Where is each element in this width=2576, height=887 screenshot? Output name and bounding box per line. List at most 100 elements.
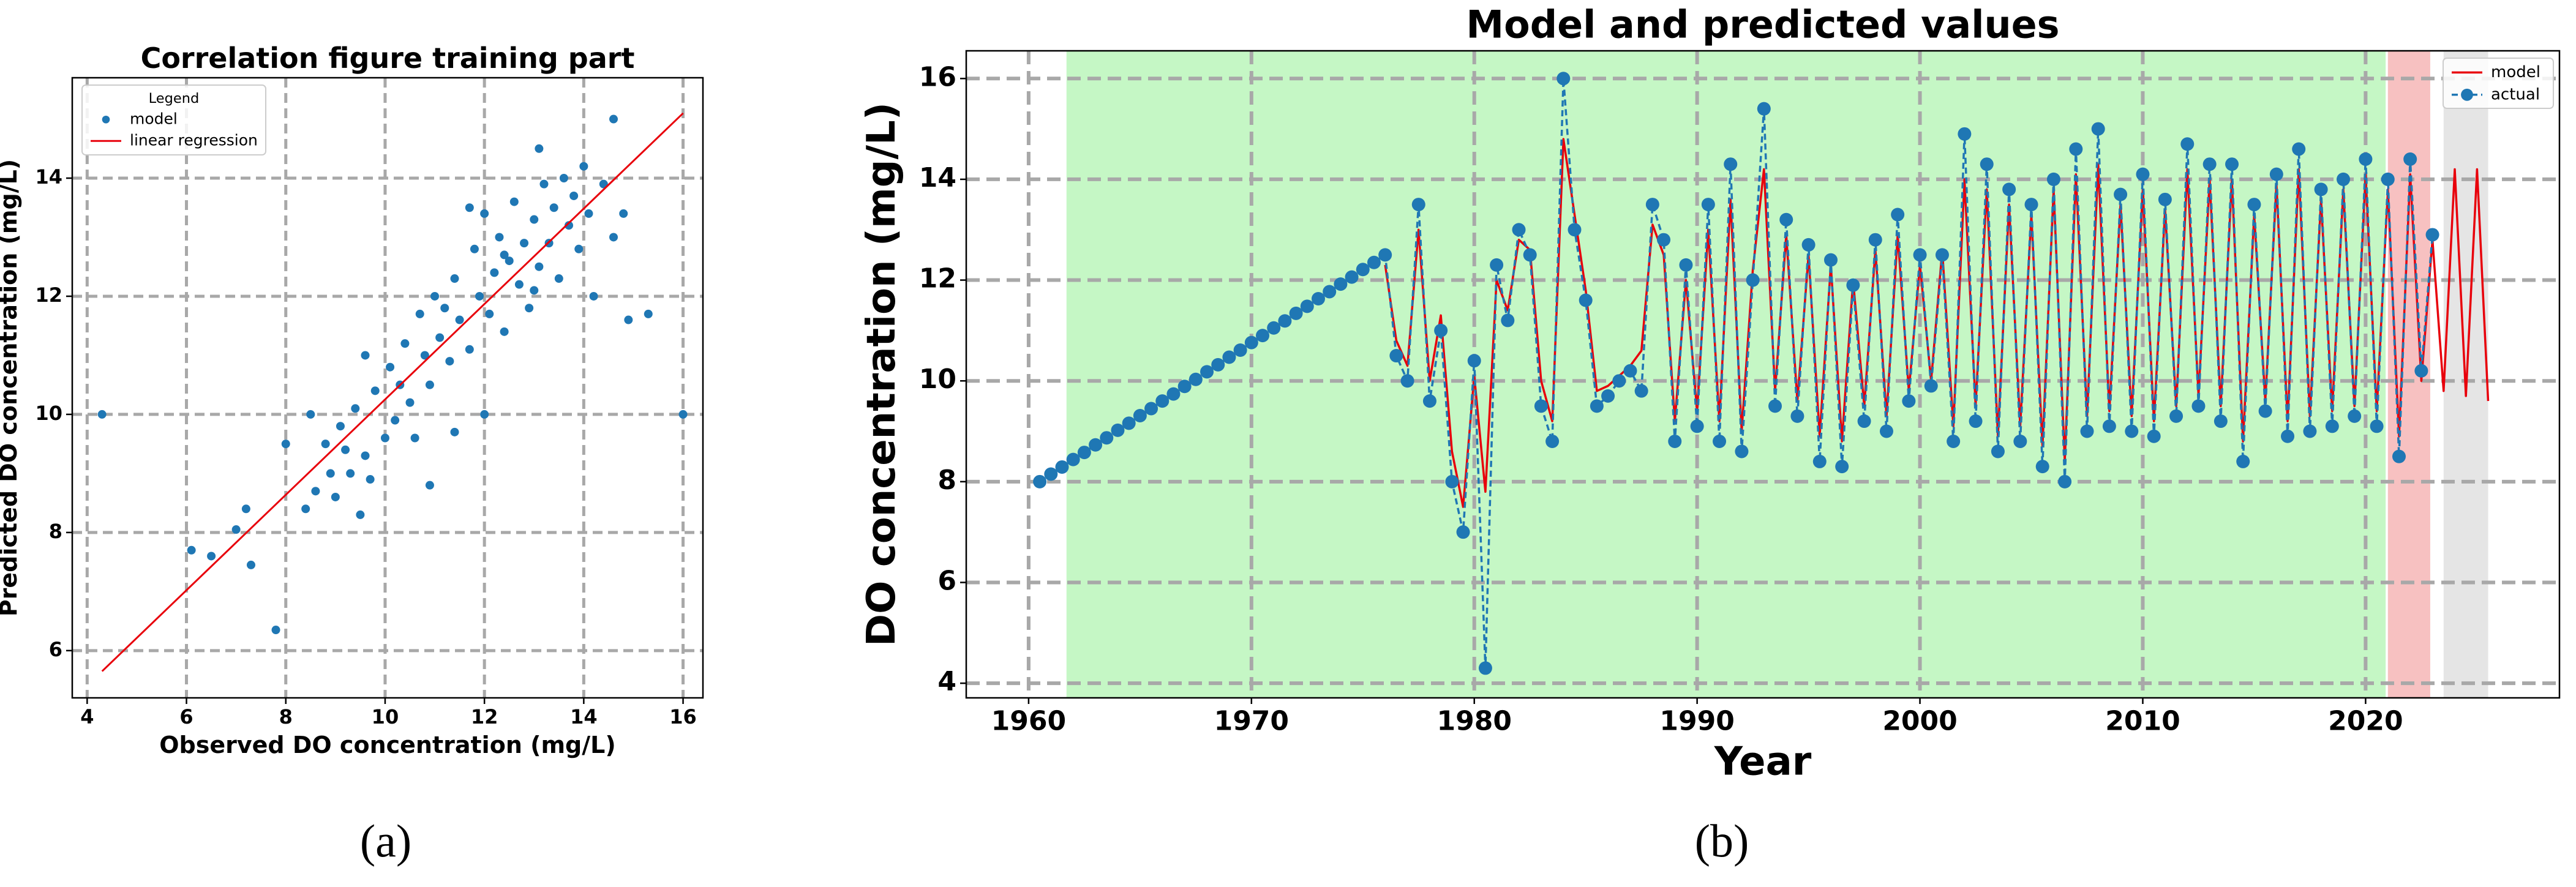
data-point — [609, 114, 618, 124]
data-point — [535, 144, 544, 153]
data-point — [1701, 198, 1715, 212]
data-point — [1969, 414, 1983, 429]
data-point — [2425, 228, 2439, 242]
x-tick-label: 1960 — [991, 705, 1066, 736]
data-point — [370, 386, 380, 395]
data-point — [490, 268, 499, 277]
data-point — [1790, 409, 1804, 423]
caption: (a) — [360, 815, 411, 867]
plot-area — [72, 78, 703, 698]
data-point — [1623, 364, 1637, 378]
x-tick-label: 1980 — [1436, 705, 1511, 736]
data-point — [2325, 419, 2339, 433]
data-point — [579, 162, 588, 171]
data-point — [500, 327, 509, 336]
data-point — [539, 179, 549, 189]
x-tick-label: 2000 — [1882, 705, 1957, 736]
data-point — [1434, 323, 1448, 337]
data-point — [2024, 198, 2038, 212]
data-point — [574, 244, 584, 253]
y-tick-label: 10 — [35, 402, 62, 425]
data-point — [2125, 424, 2139, 438]
data-point — [1801, 238, 1816, 252]
data-point — [2348, 409, 2362, 423]
x-tick-label: 16 — [669, 705, 697, 728]
data-point — [430, 291, 440, 301]
data-point — [470, 244, 479, 253]
data-point — [549, 203, 558, 212]
data-point — [1222, 350, 1236, 364]
data-point — [455, 315, 464, 324]
data-point — [530, 286, 539, 295]
data-point — [1924, 379, 1938, 393]
data-point — [2337, 172, 2351, 186]
x-tick-label: 8 — [279, 705, 293, 728]
data-point — [1111, 423, 1125, 437]
data-point — [1512, 223, 1526, 237]
data-point — [1200, 365, 1214, 379]
data-point — [554, 274, 563, 283]
data-point — [2169, 409, 2184, 423]
data-point — [1177, 380, 1192, 394]
data-point — [1523, 248, 1537, 262]
data-point — [1534, 399, 1548, 413]
data-point — [1278, 314, 1292, 328]
data-point — [425, 481, 434, 490]
x-tick-label: 6 — [179, 705, 193, 728]
data-point — [405, 398, 415, 407]
data-point — [1735, 444, 1749, 458]
data-point — [1089, 438, 1103, 452]
data-point — [525, 304, 534, 313]
data-point — [2236, 454, 2250, 468]
data-point — [366, 475, 375, 484]
data-point — [1947, 434, 1961, 448]
data-point — [391, 416, 400, 425]
y-tick-label: 14 — [35, 165, 62, 189]
data-point — [1055, 460, 1069, 474]
x-axis-label: Year — [1714, 739, 1812, 785]
data-point — [1634, 384, 1648, 398]
data-point — [1490, 258, 1504, 272]
y-tick-label: 16 — [919, 61, 956, 92]
legend-label: model — [130, 110, 178, 127]
y-tick-label: 4 — [937, 666, 956, 697]
y-tick-label: 8 — [937, 465, 956, 496]
data-point — [2102, 419, 2116, 433]
data-point — [535, 262, 544, 271]
data-point — [400, 339, 410, 348]
data-point — [514, 280, 524, 289]
legend-label: actual — [2491, 85, 2540, 103]
data-point — [1545, 434, 1560, 448]
data-point — [97, 410, 107, 419]
data-point — [530, 215, 539, 224]
x-tick-label: 2010 — [2105, 705, 2180, 736]
data-point — [1256, 329, 1270, 343]
data-point — [589, 291, 598, 301]
data-point — [2214, 414, 2228, 429]
axes-frame — [71, 77, 704, 699]
legend-swatch — [102, 115, 110, 124]
data-point — [2359, 152, 2373, 166]
data-point — [500, 250, 509, 260]
data-point — [2058, 474, 2072, 488]
data-point — [361, 451, 370, 460]
data-point — [1033, 474, 1047, 488]
data-point — [1400, 374, 1414, 388]
data-point — [1612, 374, 1626, 388]
data-point — [2292, 142, 2306, 156]
data-point — [1601, 389, 1615, 403]
data-point — [1713, 434, 1727, 448]
data-point — [346, 469, 355, 478]
data-point — [1155, 394, 1170, 408]
data-point — [2158, 192, 2172, 206]
data-point — [2258, 404, 2272, 418]
data-point — [1422, 394, 1436, 408]
data-point — [1879, 424, 1893, 438]
data-point — [1311, 292, 1325, 306]
data-point — [609, 233, 618, 242]
data-point — [505, 256, 514, 266]
y-axis-label: DO concentration (mg/L) — [859, 102, 904, 646]
chart-title: Model and predicted values — [1466, 2, 2059, 47]
data-point — [2269, 167, 2283, 181]
data-point — [435, 333, 445, 342]
